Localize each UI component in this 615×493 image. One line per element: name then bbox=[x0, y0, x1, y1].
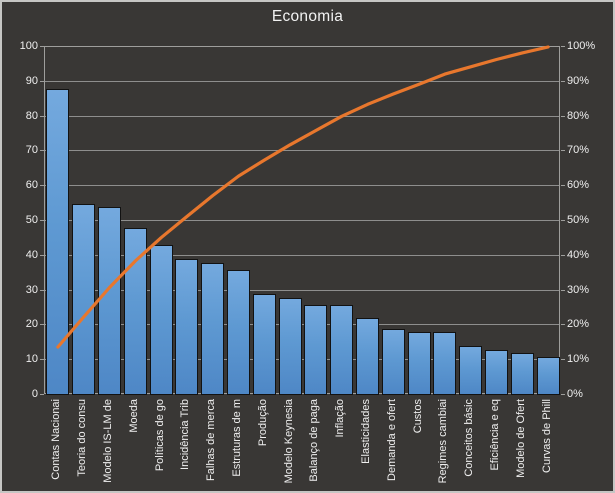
axis-tick bbox=[40, 185, 44, 187]
y-axis-label-right: 30% bbox=[567, 283, 590, 296]
x-axis-label: Contas Nacionai bbox=[50, 399, 63, 480]
y-axis-label-left: 20 bbox=[25, 318, 38, 331]
y-axis-label-left: 50 bbox=[25, 214, 38, 226]
axis-tick bbox=[40, 324, 44, 326]
axis-tick bbox=[561, 324, 565, 326]
x-axis-label: Moeda bbox=[127, 399, 140, 433]
axis-tick bbox=[561, 359, 565, 361]
x-axis-label: Modelo de Ofert bbox=[514, 399, 527, 478]
bar-Modelo de Ofert[interactable] bbox=[510, 353, 534, 395]
bar-Incidência Trib[interactable] bbox=[175, 259, 199, 395]
axis-tick bbox=[561, 150, 565, 152]
bar-Regimes cambiai[interactable] bbox=[433, 332, 457, 395]
x-axis-label: Teoria do consu bbox=[76, 399, 89, 477]
x-axis-label: Elasticidades bbox=[360, 399, 372, 464]
y-axis-label-left: 10 bbox=[25, 353, 38, 366]
axis-tick bbox=[40, 394, 44, 395]
x-axis-label: Incidência Trib bbox=[179, 399, 192, 470]
x-axis-label: Estruturas de m bbox=[231, 399, 243, 477]
cumulative-line[interactable] bbox=[56, 45, 550, 349]
axis-tick bbox=[561, 115, 565, 117]
bar-Moeda[interactable] bbox=[123, 227, 147, 395]
x-axis-label: Políticas de go bbox=[153, 399, 166, 472]
bar-Elasticidades[interactable] bbox=[356, 318, 379, 395]
bar-Demanda e ofert[interactable] bbox=[381, 328, 405, 395]
gridline bbox=[45, 46, 559, 47]
gridline bbox=[45, 115, 559, 117]
y-axis-label-right: 80% bbox=[567, 109, 590, 122]
x-axis-label: Modelo Keynesia bbox=[282, 399, 295, 484]
gridline bbox=[45, 150, 559, 152]
bar-Falhas de merca[interactable] bbox=[201, 262, 225, 395]
x-axis-label: Curvas de Phill bbox=[540, 399, 553, 473]
gridline bbox=[45, 185, 559, 187]
x-axis-label: Produção bbox=[256, 399, 269, 447]
y-axis-label-right: 60% bbox=[567, 179, 590, 192]
x-axis-label: Eficiência e eq bbox=[489, 399, 501, 471]
bar-Balanço de paga[interactable] bbox=[304, 304, 328, 395]
y-axis-label-right: 50% bbox=[567, 214, 590, 226]
bar-Custos[interactable] bbox=[407, 332, 431, 395]
axis-tick bbox=[561, 185, 565, 187]
bar-Contas Nacionai[interactable] bbox=[46, 88, 70, 395]
y-axis-label-right: 0% bbox=[567, 388, 583, 400]
gridline bbox=[45, 324, 559, 326]
bar-Conceitos básic[interactable] bbox=[459, 346, 483, 395]
y-axis-label-right: 20% bbox=[567, 318, 590, 331]
axis-tick bbox=[40, 115, 44, 117]
bar-Políticas de go[interactable] bbox=[149, 245, 173, 395]
axis-tick bbox=[40, 359, 44, 361]
y-axis-label-right: 40% bbox=[567, 248, 590, 261]
y-axis-label-left: 60 bbox=[25, 179, 38, 192]
x-axis-label: Modelo IS-LM de bbox=[102, 399, 114, 483]
y-axis-label-right: 10% bbox=[567, 353, 590, 366]
bar-Curvas de Phill[interactable] bbox=[536, 356, 560, 395]
gridline bbox=[45, 254, 559, 256]
axis-tick bbox=[40, 220, 44, 221]
x-axis-label: Conceitos básic bbox=[463, 399, 476, 477]
bar-Estruturas de m[interactable] bbox=[227, 269, 250, 395]
y-axis-label-left: 80 bbox=[25, 109, 38, 122]
bar-Eficiência e eq[interactable] bbox=[485, 349, 508, 395]
axis-tick bbox=[561, 289, 565, 291]
axis-tick bbox=[561, 46, 565, 47]
y-axis-label-right: 100% bbox=[567, 40, 596, 52]
gridline bbox=[45, 289, 559, 291]
axis-tick bbox=[40, 150, 44, 152]
bar-Modelo Keynesia[interactable] bbox=[278, 297, 302, 395]
axis-tick bbox=[561, 254, 565, 256]
y-axis-label-left: 30 bbox=[25, 283, 38, 296]
y-axis-label-left: 40 bbox=[25, 248, 38, 261]
axis-tick bbox=[561, 220, 565, 221]
x-axis-label: Inflação bbox=[334, 399, 347, 438]
axis-tick bbox=[561, 80, 565, 82]
x-axis-label: Falhas de merca bbox=[205, 399, 218, 481]
gridline bbox=[45, 359, 559, 361]
y-axis-label-left: 100 bbox=[19, 40, 38, 52]
gridline bbox=[45, 80, 559, 82]
bar-Teoria do consu[interactable] bbox=[72, 203, 96, 395]
bar-Produção[interactable] bbox=[252, 294, 276, 395]
axis-tick bbox=[40, 80, 44, 82]
x-axis-label: Custos bbox=[411, 399, 424, 434]
y-axis-label-right: 90% bbox=[567, 74, 590, 87]
axis-tick bbox=[40, 46, 44, 47]
y-axis-label-right: 70% bbox=[567, 144, 590, 157]
axis-tick bbox=[40, 254, 44, 256]
x-axis-label: Regimes cambiai bbox=[437, 399, 450, 484]
axis-tick bbox=[561, 394, 565, 395]
gridline bbox=[45, 220, 559, 221]
y-axis-label-left: 90 bbox=[25, 74, 38, 87]
bar-Inflação[interactable] bbox=[330, 304, 354, 395]
axis-tick bbox=[40, 289, 44, 291]
cumulative-line-svg bbox=[56, 45, 550, 349]
y-axis-label-left: 70 bbox=[25, 144, 38, 157]
x-axis-label: Balanço de paga bbox=[308, 399, 321, 482]
x-axis-label: Demanda e ofert bbox=[385, 399, 398, 481]
plot-area bbox=[44, 45, 560, 395]
y-axis-label-left: 0 bbox=[31, 388, 38, 400]
chart-title[interactable]: Economia bbox=[271, 8, 344, 25]
